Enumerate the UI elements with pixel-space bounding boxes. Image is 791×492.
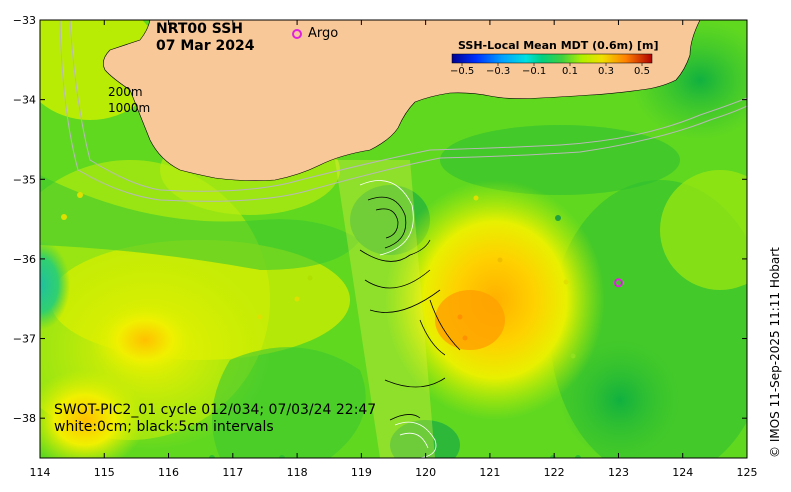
lon-tick-label: 117 [222, 466, 243, 479]
float-marker [257, 314, 263, 320]
contour-line [359, 180, 414, 256]
float-marker [307, 275, 313, 281]
lon-tick-label: 116 [158, 466, 179, 479]
lat-tick-label: −37 [13, 333, 36, 346]
depth-label-200m: 200m [108, 85, 143, 99]
map-title: NRT00 SSH [156, 21, 244, 37]
lon-tick-label: 120 [415, 466, 436, 479]
colorbar-tick-label: 0.5 [634, 66, 650, 77]
colorbar-title: SSH-Local Mean MDT (0.6m) [m] [458, 39, 659, 52]
argo-legend-label: Argo [308, 26, 339, 41]
lat-tick-label: −34 [13, 94, 36, 107]
depth-label-1000m: 1000m [108, 101, 151, 115]
float-marker [462, 335, 468, 341]
tick-labels: 114 115 116 117 118 119 120 121 122 123 124 125 −33 −… [13, 14, 758, 479]
ssh-patch [212, 347, 366, 458]
argo-float-marker[interactable] [613, 278, 623, 288]
float-markers [61, 192, 581, 458]
contour-line [364, 269, 431, 289]
cold-eddy-south [390, 420, 460, 458]
lon-tick-label: 121 [479, 466, 500, 479]
contour-line [369, 289, 441, 313]
contour-line [375, 208, 399, 239]
ssh-patch [660, 170, 747, 290]
cold-eddy-west [40, 240, 70, 330]
lon-tick-label: 119 [351, 466, 372, 479]
contour-line [399, 432, 429, 449]
swot-pass-info: SWOT-PIC2_01 cycle 012/034; 07/03/24 22:… [54, 402, 377, 418]
colorbar-tick-label: 0.1 [562, 66, 578, 77]
ssh-patch [440, 125, 680, 195]
lat-tick-label: −38 [13, 412, 36, 425]
float-marker [555, 215, 561, 221]
colorbar-tick-marks [461, 63, 643, 66]
float-marker [497, 257, 503, 263]
colorbar-tick-label: −0.1 [522, 66, 547, 77]
ssh-patch [560, 340, 680, 458]
lon-tick-label: 114 [30, 466, 51, 479]
tick-marks [39, 19, 748, 458]
colorbar-tick-label: 0.3 [598, 66, 614, 77]
bathymetry-contours [59, 20, 747, 202]
float-marker [457, 314, 463, 320]
swot-white-contours [359, 180, 437, 458]
warm-eddy-core [435, 290, 505, 350]
argo-legend-icon [292, 28, 302, 39]
contour-line [359, 239, 431, 262]
argo-legend: Argo [292, 26, 338, 41]
float-marker [563, 279, 569, 285]
lat-tick-label: −35 [13, 173, 36, 186]
lon-tick-label: 124 [672, 466, 693, 479]
map-field [40, 20, 747, 458]
warm-eddy-southwest [40, 370, 145, 458]
imos-credit: © IMOS 11-Sep-2025 11:11 Hobart [768, 247, 782, 458]
lat-tick-label: −33 [13, 14, 36, 27]
lon-tick-label: 122 [544, 466, 565, 479]
float-marker [575, 455, 581, 458]
swot-contour-key: white:0cm; black:5cm intervals [54, 419, 274, 435]
colorbar-tick-label: −0.3 [486, 66, 511, 77]
colorbar [451, 53, 653, 66]
contour-line [419, 319, 446, 356]
contour-line [394, 421, 437, 458]
contour-line [367, 196, 407, 249]
swot-black-contours [359, 196, 461, 421]
contour-line [384, 377, 446, 388]
isobath-200m [69, 20, 747, 192]
float-marker [77, 192, 83, 198]
lon-tick-label: 118 [287, 466, 308, 479]
ssh-patch [40, 175, 360, 270]
colorbar-tick-label: −0.5 [450, 66, 475, 77]
lon-tick-label: 125 [737, 466, 758, 479]
float-marker [294, 296, 300, 302]
lon-tick-label: 115 [94, 466, 115, 479]
float-marker [570, 353, 576, 359]
contour-line [389, 414, 421, 421]
map-date: 07 Mar 2024 [156, 38, 255, 54]
plot-frame [39, 19, 748, 459]
lat-tick-label: −36 [13, 253, 36, 266]
float-marker [473, 195, 479, 201]
float-marker [61, 214, 67, 220]
warm-eddy-west [90, 300, 200, 380]
colorbar-ramp [451, 53, 653, 64]
float-marker [279, 455, 285, 458]
float-marker [209, 455, 215, 458]
lon-tick-label: 123 [608, 466, 629, 479]
contour-line [429, 299, 461, 351]
isobath-1000m [59, 20, 747, 202]
